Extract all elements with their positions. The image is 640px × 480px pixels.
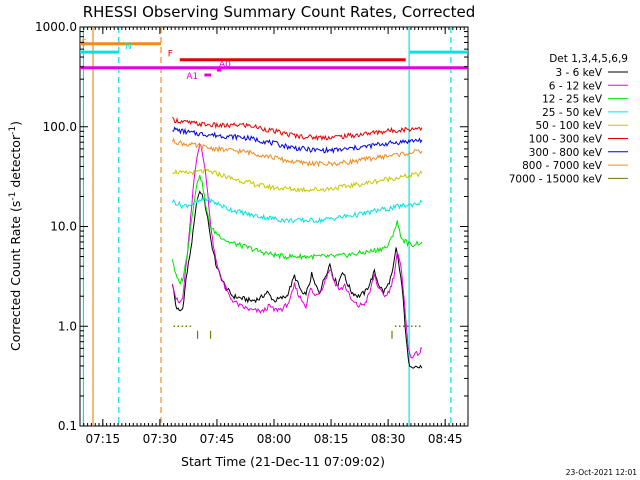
series-line (171, 196, 423, 224)
attenuator-label: A1 (186, 72, 198, 82)
legend-title: Det 1,3,4,5,6,9 (549, 53, 628, 65)
series-line (172, 168, 423, 193)
legend-entry-label: 3 - 6 keV (555, 67, 602, 79)
plot-area: S N F A0 A1 07:15 07:30 07:45 08:00 08:15 08:30 08… (35, 20, 469, 446)
series-dots (173, 325, 422, 339)
series-line (171, 137, 423, 168)
legend-entry-label: 300 - 800 keV (529, 147, 603, 159)
series-line (172, 126, 423, 155)
x-axis-label: Start Time (21-Dec-11 07:09:02) (181, 454, 385, 469)
y-axis-label: Corrected Count Rate (s-1 detector-1) (8, 121, 23, 351)
legend-entry-label: 12 - 25 keV (542, 94, 603, 106)
y-tick-label: 1000.0 (35, 20, 77, 34)
y-axis-label-main: Corrected Count Rate (s (8, 201, 23, 351)
series-line (171, 174, 423, 285)
x-tick-label: 08:15 (314, 432, 349, 446)
attenuator-label: S (81, 39, 87, 49)
y-axis-label-sup1: -1 (8, 192, 18, 201)
series-lines (171, 116, 423, 369)
series-line (171, 142, 423, 359)
y-tick-label: 10.0 (50, 220, 77, 234)
legend-entry-label: 25 - 50 keV (542, 107, 603, 119)
attenuator-label: N (125, 42, 132, 52)
y-axis-label-end: ) (8, 121, 23, 126)
legend-entry-label: 6 - 12 keV (549, 80, 603, 92)
y-tick-label: 0.1 (58, 419, 77, 433)
series-line (171, 190, 423, 369)
series-line (172, 116, 423, 142)
axes: 07:15 07:30 07:45 08:00 08:15 08:30 08:45 1000.… (35, 20, 468, 446)
x-tick-label: 07:30 (143, 432, 178, 446)
x-tick-label: 08:45 (428, 432, 463, 446)
x-tick-label: 08:00 (257, 432, 292, 446)
legend-entry-label: 800 - 7000 keV (522, 160, 603, 172)
legend-entry-label: 50 - 100 keV (535, 120, 602, 132)
x-tick-label: 07:45 (200, 432, 235, 446)
legend-entry-label: 7000 - 15000 keV (509, 173, 603, 185)
y-tick-label: 1.0 (58, 319, 77, 333)
y-tick-label: 100.0 (43, 120, 77, 134)
x-tick-label: 08:30 (371, 432, 406, 446)
footer-date: 23-Oct-2021 12:01 (566, 468, 637, 477)
x-tick-label: 07:15 (86, 432, 121, 446)
y-axis-label-sup2: -1 (8, 126, 18, 135)
attenuator-label: A0 (219, 60, 231, 70)
attenuator-marks: S N F A0 A1 (80, 39, 468, 82)
chart-title: RHESSI Observing Summary Count Rates, Co… (83, 3, 476, 21)
attenuator-label: F (168, 50, 173, 60)
legend-entry-label: 100 - 300 keV (529, 134, 603, 146)
y-axis-label-mid: detector (8, 134, 23, 192)
